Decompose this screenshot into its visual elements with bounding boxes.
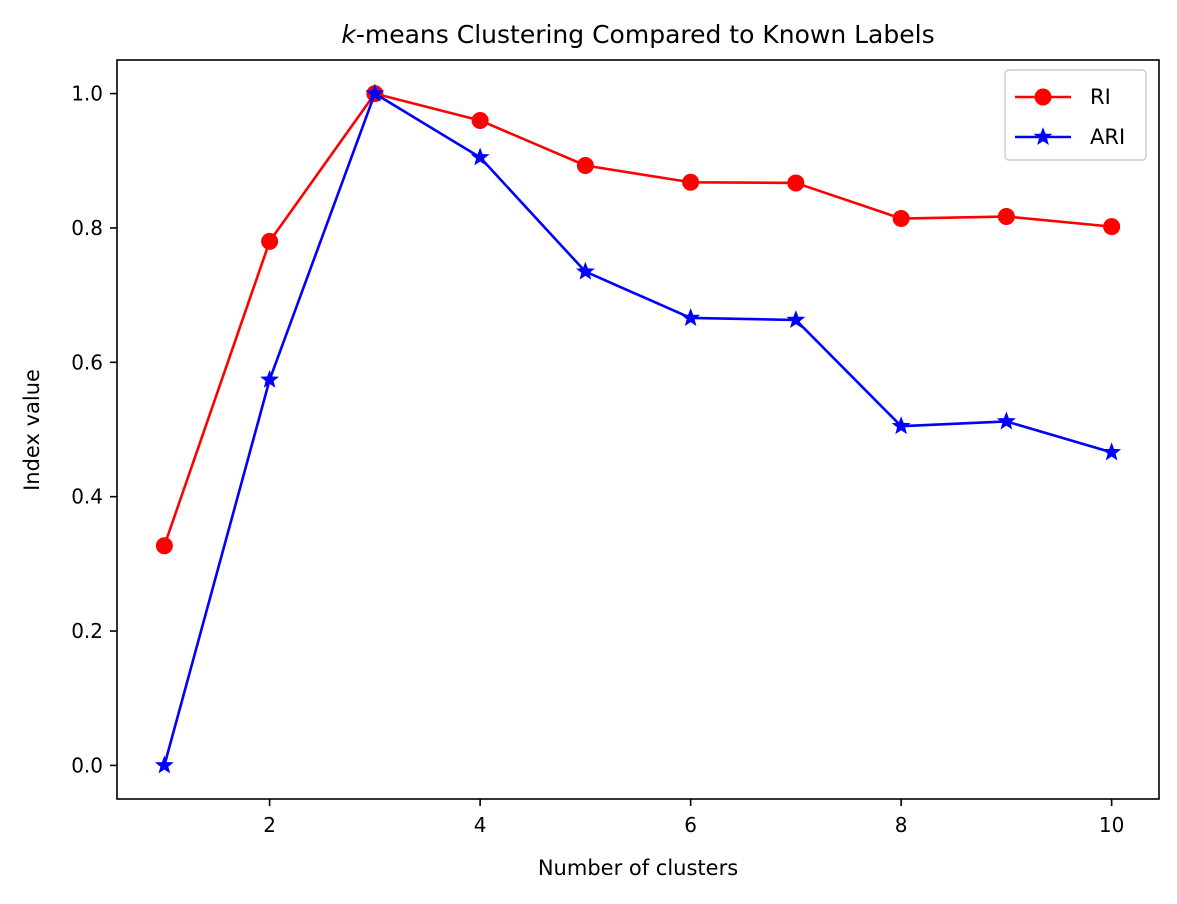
x-tick-label: 4 bbox=[474, 813, 487, 837]
legend-marker-ari bbox=[1033, 127, 1053, 146]
data-point-ari bbox=[786, 310, 806, 329]
data-point-ri bbox=[471, 111, 489, 129]
data-point-ari bbox=[1102, 442, 1122, 461]
data-point-ri bbox=[682, 173, 700, 191]
series-line-ri bbox=[163, 92, 1112, 547]
data-point-ari bbox=[470, 147, 490, 166]
y-tick-label: 0.0 bbox=[71, 753, 103, 777]
series-ari bbox=[154, 83, 1122, 774]
y-tick-label: 0.8 bbox=[71, 216, 103, 240]
x-tick-label: 8 bbox=[895, 813, 908, 837]
data-point-ri bbox=[787, 174, 805, 192]
data-point-ari bbox=[681, 308, 701, 326]
y-axis-ticks: 0.0 0.2 0.4 0.6 0.8 1.0 bbox=[71, 82, 117, 777]
data-point-ari bbox=[154, 755, 174, 774]
data-point-ri bbox=[892, 210, 910, 228]
y-tick-label: 0.6 bbox=[71, 350, 103, 374]
chart-title: k-means Clustering Compared to Known Lab… bbox=[341, 20, 934, 49]
data-point-ri bbox=[576, 156, 594, 174]
x-tick-label: 6 bbox=[684, 813, 697, 837]
data-point-ari bbox=[260, 369, 280, 388]
y-axis-label: Index value bbox=[20, 369, 44, 491]
x-axis-ticks: 2 4 6 8 10 bbox=[263, 799, 1124, 837]
y-tick-label: 0.4 bbox=[71, 485, 103, 509]
data-point-ri bbox=[997, 208, 1015, 226]
data-point-ari bbox=[365, 83, 385, 102]
legend-label-ari: ARI bbox=[1090, 125, 1125, 149]
legend-marker-ri bbox=[1034, 88, 1052, 106]
legend-label-ri: RI bbox=[1090, 85, 1111, 109]
data-point-ri bbox=[1103, 218, 1121, 236]
legend: RI ARI bbox=[1004, 69, 1147, 161]
data-point-ri bbox=[155, 537, 173, 555]
series-layer bbox=[154, 83, 1122, 774]
chart-title-rest: -means Clustering Compared to Known Labe… bbox=[356, 20, 935, 49]
y-tick-label: 1.0 bbox=[71, 82, 103, 106]
plot-frame bbox=[116, 59, 1160, 800]
x-axis-label: Number of clusters bbox=[538, 856, 738, 880]
data-point-ari bbox=[575, 261, 595, 280]
series-ri bbox=[155, 85, 1121, 555]
y-tick-label: 0.2 bbox=[71, 619, 103, 643]
data-point-ari bbox=[891, 416, 911, 435]
data-point-ri bbox=[261, 232, 279, 250]
series-line-ari bbox=[163, 92, 1113, 766]
x-tick-label: 2 bbox=[263, 813, 276, 837]
x-tick-label: 10 bbox=[1099, 813, 1124, 837]
chart-title-italic: k bbox=[341, 20, 357, 49]
data-point-ari bbox=[996, 411, 1016, 430]
